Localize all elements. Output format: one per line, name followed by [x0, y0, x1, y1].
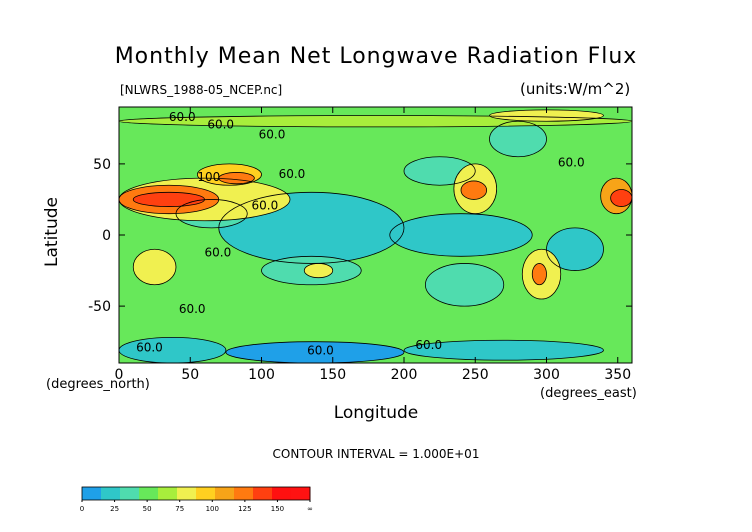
field-region-7 — [489, 121, 547, 157]
contour-line-12 — [119, 177, 291, 222]
contour-line-3 — [261, 255, 362, 286]
x-tick-label: 0 — [115, 367, 124, 383]
colorbar-label: 25 — [110, 505, 119, 513]
x-tick-label: 100 — [248, 367, 275, 383]
colorbar-swatch — [291, 487, 311, 500]
x-axis-unit: (degrees_east) — [540, 386, 637, 401]
field-region-11 — [404, 340, 604, 361]
colorbar-swatch — [177, 487, 197, 500]
contour-line-7 — [489, 120, 547, 158]
field-region-23 — [133, 249, 176, 285]
x-tick-label: 250 — [462, 367, 489, 383]
contour-label: 60.0 — [169, 110, 196, 124]
contour-label: 60.0 — [179, 302, 206, 316]
contour-lines — [119, 109, 632, 363]
colorbar-swatch — [272, 487, 292, 500]
y-axis-unit: (degrees_north) — [46, 377, 150, 392]
field-region-2 — [389, 213, 533, 257]
contour-label: 60.0 — [259, 127, 286, 141]
contour-line-21 — [521, 248, 562, 300]
colorbar-label: 0 — [80, 505, 84, 513]
y-ticks: 50 0 -50 — [88, 157, 632, 315]
contour-line-25 — [119, 115, 632, 128]
contour-line-16 — [218, 172, 255, 185]
y-tick-label: 50 — [93, 157, 111, 173]
contour-line-2 — [389, 213, 533, 257]
contour-line-10 — [225, 341, 405, 363]
field-region-14 — [133, 192, 205, 207]
x-tick-label: 200 — [391, 367, 418, 383]
field-region-10 — [225, 341, 404, 363]
contour-label: 60.0 — [279, 167, 306, 181]
contour-label: 60.0 — [415, 338, 442, 352]
contour-line-17 — [453, 163, 498, 215]
field-region-4 — [425, 263, 504, 307]
contour-label: 100 — [197, 170, 220, 184]
contour-label: 60.0 — [252, 198, 279, 212]
contour-label: 60.0 — [207, 117, 234, 131]
contour-labels: 60.0 60.0 60.0 60.0 100 60.0 60.0 60.0 60.0 60.0 6… — [136, 110, 585, 357]
field-region-9 — [119, 337, 226, 363]
file-name-label: [NLWRS_1988-05_NCEP.nc] — [120, 83, 283, 97]
colorbar-label: 75 — [175, 505, 184, 513]
colorbar-swatch — [158, 487, 178, 500]
x-axis-label: Longitude — [333, 403, 419, 423]
contour-line-15 — [196, 163, 262, 186]
contour-line-22 — [531, 263, 547, 286]
colorbar: 0 25 50 75 100 125 150 ∞ — [80, 486, 313, 513]
contour-line-11 — [403, 339, 604, 361]
contour-label: 60.0 — [558, 156, 585, 170]
colorbar-label: 125 — [238, 505, 251, 513]
colorbar-swatch — [234, 487, 254, 500]
colorbar-swatch — [101, 487, 121, 500]
colorbar-swatch — [215, 487, 235, 500]
contour-line-9 — [119, 337, 227, 363]
x-tick-label: 50 — [181, 367, 199, 383]
contour-label: 60.0 — [205, 245, 232, 259]
colorbar-swatch — [139, 487, 159, 500]
heatmap-fills — [119, 107, 632, 363]
colorbar-swatch — [196, 487, 216, 500]
field-region-18 — [461, 180, 487, 200]
x-ticks: 0 50 100 150 200 250 300 350 — [115, 107, 631, 383]
contour-line-13 — [119, 184, 220, 215]
colorbar-label: 100 — [206, 505, 219, 513]
field-region-20 — [610, 189, 632, 207]
contour-line-5 — [546, 227, 604, 271]
contour-line-14 — [132, 191, 205, 207]
x-tick-label: 150 — [319, 367, 346, 383]
contour-line-24 — [303, 263, 334, 279]
contour-line-4 — [424, 263, 505, 307]
contour-line-19 — [600, 177, 632, 215]
colorbar-label: 50 — [143, 505, 152, 513]
units-label: (units:W/m^2) — [520, 80, 631, 98]
x-tick-label: 350 — [604, 367, 631, 383]
y-tick-label: -50 — [88, 299, 111, 315]
field-region-24 — [304, 263, 333, 278]
colorbar-swatch — [253, 487, 273, 500]
colorbar-frame — [81, 486, 311, 501]
y-tick-label: 0 — [102, 228, 111, 244]
contour-line-23 — [132, 248, 177, 286]
colorbar-label: 150 — [271, 505, 284, 513]
field-region-22 — [532, 263, 547, 285]
x-tick-label: 300 — [533, 367, 560, 383]
field-region-26 — [489, 109, 604, 122]
field-region-5 — [546, 227, 604, 271]
contour-line-8 — [403, 156, 476, 186]
contour-label: 60.0 — [136, 341, 163, 355]
colorbar-swatch — [120, 487, 140, 500]
colorbar-label: ∞ — [307, 505, 313, 513]
contour-line-18 — [460, 180, 488, 200]
chart-title: Monthly Mean Net Longwave Radiation Flux — [114, 44, 638, 69]
contour-interval-label: CONTOUR INTERVAL = 1.000E+01 — [272, 447, 480, 461]
contour-line-20 — [610, 189, 632, 207]
contour-label: 60.0 — [307, 343, 334, 357]
colorbar-swatch — [82, 487, 102, 500]
